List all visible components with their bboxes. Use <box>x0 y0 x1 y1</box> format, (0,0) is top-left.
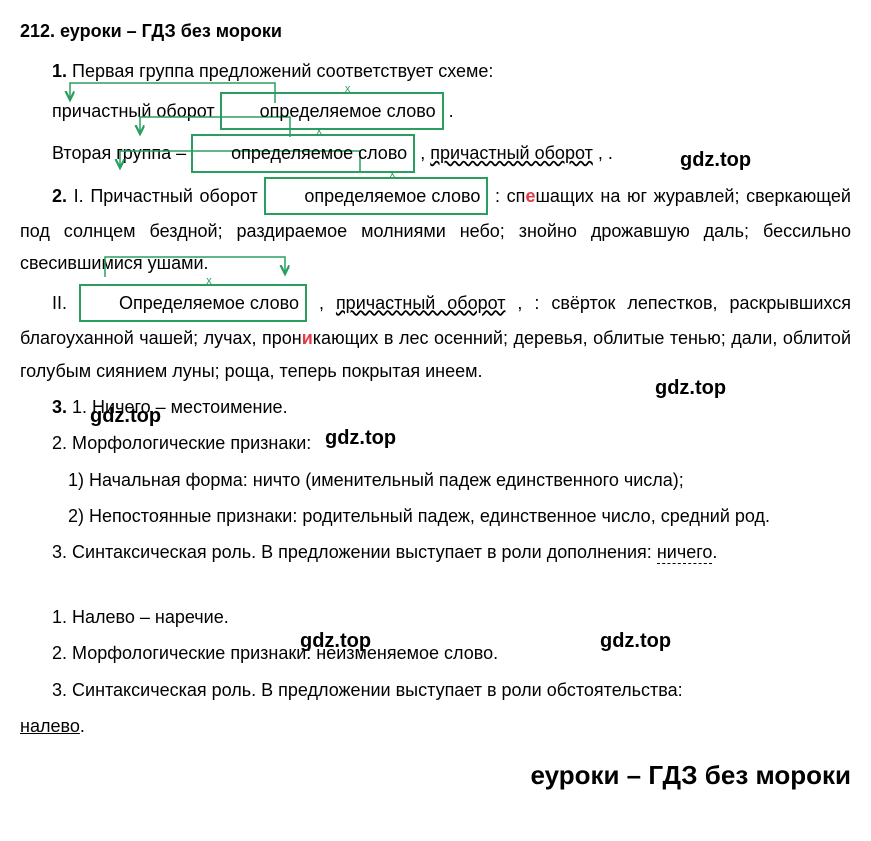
line15-underlined: налево <box>20 716 80 736</box>
line6-post: , : свёрток лепестков, <box>517 293 717 313</box>
para-12: 3. Синтаксическая роль. В предложении вы… <box>20 536 851 568</box>
line15-pre: 3. Синтаксическая роль. В предложении вы… <box>52 680 683 700</box>
x-mark-3: x <box>358 165 396 185</box>
para-13: 1. Налево – наречие. <box>20 601 851 633</box>
x-mark-4: x <box>174 272 212 292</box>
para-3: Вторая группа – x определяемое слово , п… <box>20 134 851 172</box>
line2-suffix: . <box>449 101 454 121</box>
para-1: 1. Первая группа предложений соответству… <box>20 55 851 87</box>
line12-dashed: ничего <box>657 542 713 564</box>
x-mark-1: x <box>313 80 351 100</box>
line8-text: 1. Ничего – местоимение. <box>72 397 288 417</box>
x-mark-2: x <box>284 122 322 142</box>
page-title: 212. еуроки – ГДЗ без мороки <box>20 15 851 47</box>
item-num-2: 2. <box>52 186 67 206</box>
line6-wavy: причастный оборот <box>336 293 506 313</box>
line12-post: . <box>712 542 717 562</box>
boxed-1: x определяемое слово <box>220 92 444 130</box>
line2-prefix: причастный оборот <box>52 101 215 121</box>
line3-mid: , <box>420 143 425 163</box>
para-14: 2. Морфологические признаки: неизменяемо… <box>20 637 851 669</box>
item-num-1: 1. <box>52 61 67 81</box>
line4-red: е <box>525 186 535 206</box>
line4-prefix: Причастный оборот <box>90 186 257 206</box>
line4-rest: шащих на юг журавлей; <box>535 186 739 206</box>
line4-roman: I. <box>74 186 84 206</box>
line4-mid: : сп <box>495 186 525 206</box>
line15-post: . <box>80 716 85 736</box>
boxed-3: x определяемое слово <box>264 177 488 215</box>
line6-roman: II. <box>52 293 67 313</box>
para-8: 3. 1. Ничего – местоимение. <box>20 391 851 423</box>
line3-prefix: Вторая группа – <box>52 143 186 163</box>
para-10: 1) Начальная форма: ничто (именительный … <box>20 464 851 496</box>
footer-brand: еуроки – ГДЗ без мороки <box>20 752 851 799</box>
para-15b: налево. <box>20 710 851 742</box>
para-11: 2) Непостоянные признаки: родительный па… <box>20 500 851 532</box>
para-6: II. x Определяемое слово , причастный об… <box>20 284 851 387</box>
boxed-4: x Определяемое слово <box>79 284 307 322</box>
line3-wavy: причастный оборот <box>430 143 593 163</box>
line12-pre: 3. Синтаксическая роль. В предложении вы… <box>52 542 652 562</box>
line6-mid: , <box>319 293 324 313</box>
para-9: 2. Морфологические признаки: <box>20 427 851 459</box>
para-4: 2. I. Причастный оборот x определяемое с… <box>20 177 851 280</box>
line7-red: и <box>302 328 313 348</box>
item-num-3: 3. <box>52 397 67 417</box>
para-15: 3. Синтаксическая роль. В предложении вы… <box>20 674 851 706</box>
para-2: причастный оборот x определяемое слово . <box>20 92 851 130</box>
line3-suffix: , . <box>598 143 613 163</box>
line1-text: Первая группа предложений соответствует … <box>72 61 493 81</box>
